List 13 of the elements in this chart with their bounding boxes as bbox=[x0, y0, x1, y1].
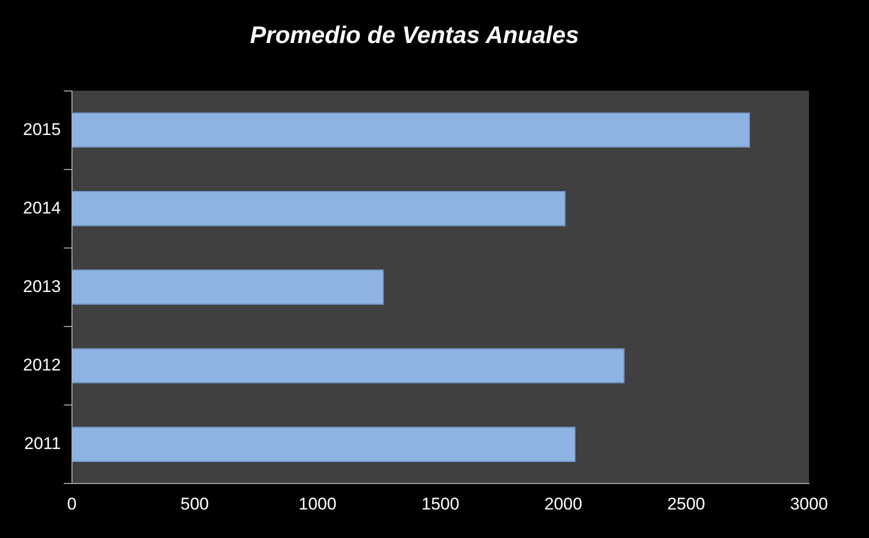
x-tick-label: 0 bbox=[67, 494, 77, 514]
y-tick-label: 2013 bbox=[22, 276, 61, 296]
x-tick-label: 1500 bbox=[421, 494, 460, 514]
y-tick-label: 2015 bbox=[22, 120, 61, 139]
x-tick-label: 2000 bbox=[544, 494, 582, 514]
chart-title: Promedio de Ventas Anuales bbox=[250, 22, 579, 50]
x-tick-label: 3000 bbox=[790, 494, 828, 514]
y-tick-label: 2014 bbox=[22, 198, 61, 218]
x-tick-label: 1000 bbox=[298, 494, 336, 514]
y-tick-label: 2012 bbox=[22, 355, 61, 374]
x-tick-label: 500 bbox=[180, 494, 209, 514]
x-tick-label: 2500 bbox=[667, 494, 706, 514]
y-tick-label: 2011 bbox=[24, 434, 61, 454]
